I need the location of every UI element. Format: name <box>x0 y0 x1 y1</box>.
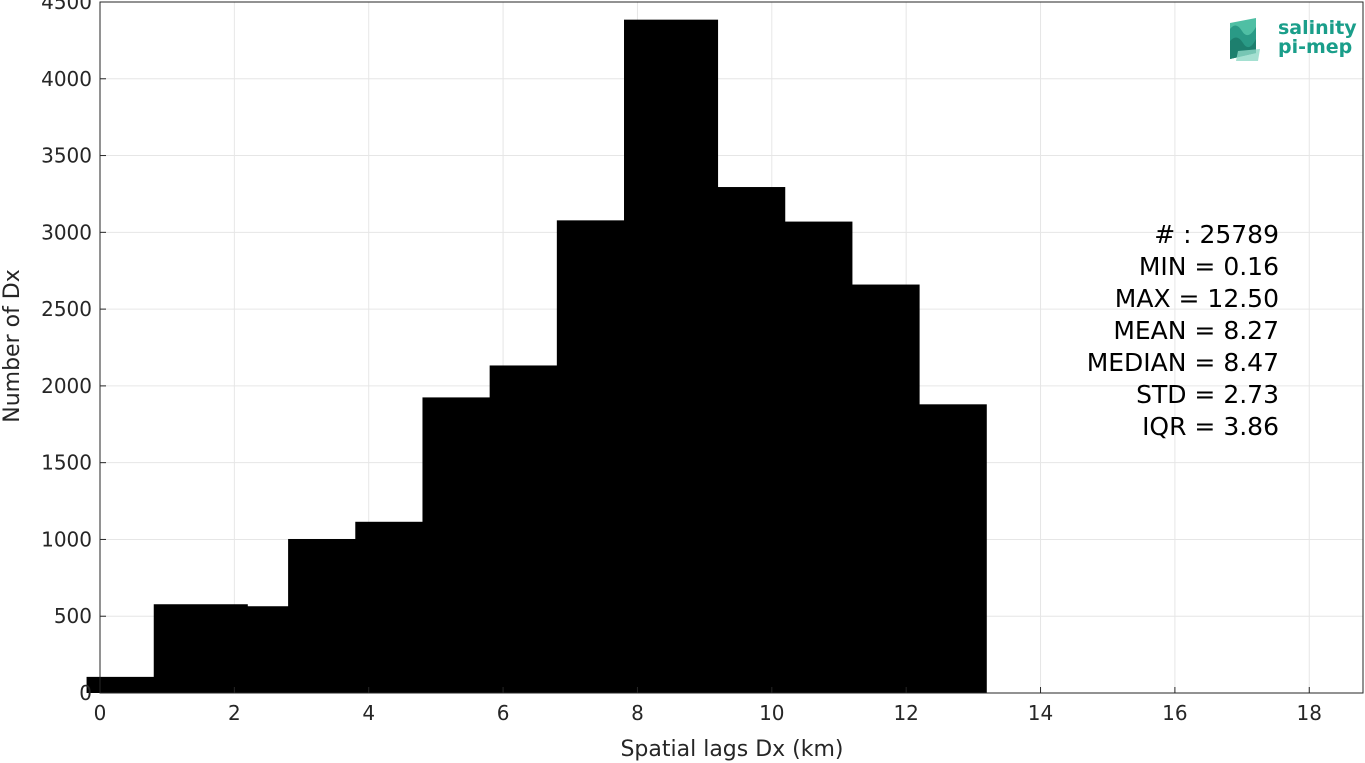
y-tick-label: 3000 <box>41 220 92 244</box>
y-tick-label: 0 <box>79 681 92 705</box>
x-tick-label: 2 <box>228 701 241 725</box>
stats-line: MAX = 12.50 <box>1115 284 1279 313</box>
y-tick-label: 4500 <box>41 0 92 14</box>
plot-frame <box>99 1 1364 694</box>
stats-annotation: # : 25789 MIN = 0.16 MAX = 12.50 MEAN = 8.2… <box>1087 220 1279 441</box>
histogram-bar <box>892 404 987 693</box>
wave-logo-icon <box>1230 18 1260 61</box>
y-tick-label: 500 <box>54 604 92 628</box>
y-tick-label: 2000 <box>41 374 92 398</box>
stats-line: IQR = 3.86 <box>1142 412 1279 441</box>
y-axis-label: Number of Dx <box>0 269 25 423</box>
stats-line: MEDIAN = 8.47 <box>1087 348 1279 377</box>
stats-line: MIN = 0.16 <box>1139 252 1279 281</box>
y-tick-label: 1500 <box>41 451 92 475</box>
salinity-pi-mep-logo: salinity pi-mep <box>1230 17 1357 61</box>
bars <box>86 19 987 694</box>
logo-text-pi-mep: pi-mep <box>1278 36 1352 58</box>
x-tick-label: 0 <box>94 701 107 725</box>
x-tick-label: 6 <box>497 701 510 725</box>
x-tick-label: 16 <box>1162 701 1187 725</box>
x-tick-label: 8 <box>631 701 644 725</box>
x-axis-label: Spatial lags Dx (km) <box>620 737 843 762</box>
y-tick-label: 3500 <box>41 144 92 168</box>
logo-text-salinity: salinity <box>1278 17 1357 39</box>
x-tick-label: 10 <box>759 701 784 725</box>
stats-line: MEAN = 8.27 <box>1113 316 1279 345</box>
x-tick-label: 12 <box>893 701 918 725</box>
tick-labels: 0 2 4 6 8 10 12 14 16 18 0 500 1000 1500 2000 2500 3000 3… <box>41 0 1322 725</box>
y-tick-label: 1000 <box>41 527 92 551</box>
stats-line: # : 25789 <box>1154 220 1279 249</box>
x-tick-label: 4 <box>362 701 375 725</box>
y-tick-label: 4000 <box>41 67 92 91</box>
x-tick-label: 14 <box>1028 701 1053 725</box>
x-tick-label: 18 <box>1297 701 1322 725</box>
y-tick-label: 2500 <box>41 297 92 321</box>
stats-line: STD = 2.73 <box>1136 380 1279 409</box>
